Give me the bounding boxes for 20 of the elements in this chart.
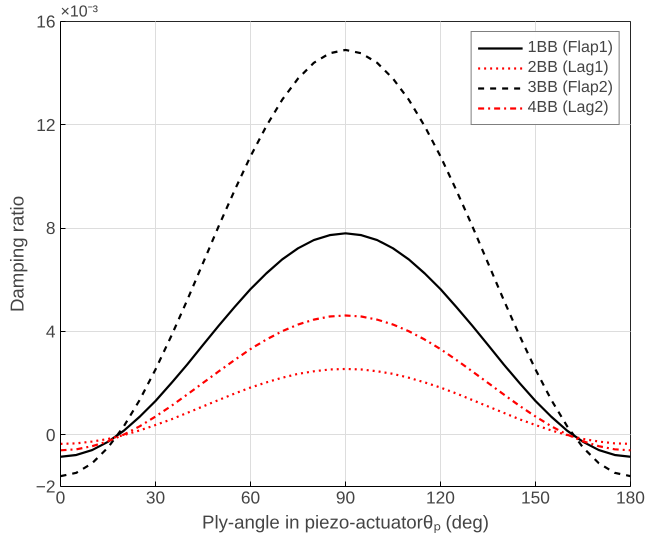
x-tick-label: 150 (521, 488, 550, 508)
y-tick-label: −2 (36, 476, 56, 496)
y-axis-title: Damping ratio (6, 196, 28, 312)
legend-label: 4BB (Lag2) (528, 99, 609, 117)
y-tick-label: 16 (36, 12, 56, 32)
legend-label: 2BB (Lag1) (528, 59, 609, 77)
x-tick-label: 30 (146, 488, 166, 508)
x-tick-label: 90 (336, 488, 356, 508)
y-tick-label: 8 (46, 218, 56, 238)
legend-label: 3BB (Flap2) (528, 79, 613, 97)
x-tick-label: 120 (426, 488, 455, 508)
x-tick-label: 60 (240, 488, 260, 508)
legend-label: 1BB (Flap1) (528, 39, 613, 57)
y-tick-label: 12 (36, 114, 56, 135)
x-tick-label: 180 (616, 488, 645, 508)
y-tick-label: 4 (46, 322, 56, 342)
y-tick-label: 0 (46, 424, 56, 445)
line-series (60, 314, 630, 452)
text: ×10⁻³ (60, 4, 99, 20)
x-axis-title: Ply-angle in piezo-actuatorθₚ (deg) (202, 512, 489, 534)
